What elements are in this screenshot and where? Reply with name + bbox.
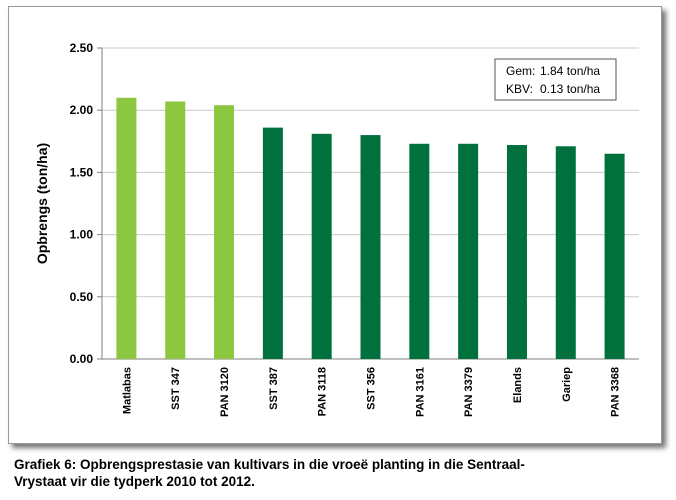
x-tick-label: SST 347: [170, 367, 182, 410]
x-tick-label: PAN 3379: [463, 367, 475, 417]
bar-elands: [506, 145, 527, 359]
x-tick-label: PAN 3368: [610, 367, 622, 417]
yield-bar-chart: 0.00 0.50 1.00 1.50 2.00 2.50 Matlabas SST 347…: [34, 41, 639, 417]
bar-matlabas: [116, 97, 137, 359]
x-tick-label: Gariep: [561, 367, 573, 402]
stats-cv-label: KBV:: [506, 82, 533, 96]
y-axis-label: Opbrengs (ton/ha): [34, 143, 50, 264]
chart-frame: 0.00 0.50 1.00 1.50 2.00 2.50 Matlabas SST 347…: [8, 6, 662, 444]
y-tick-label: 2.00: [70, 103, 94, 117]
y-tick-label: 0.50: [70, 290, 94, 304]
x-tick-label: SST 356: [366, 367, 378, 410]
bar-pan-3120: [214, 105, 235, 359]
y-tick-label: 1.00: [70, 228, 94, 242]
x-tick-label: PAN 3118: [317, 367, 329, 416]
bar-pan-3379: [458, 143, 479, 359]
stats-mean-label: Gem:: [506, 64, 535, 78]
x-tick-label: Elands: [512, 367, 524, 403]
caption-line-2: Vrystaat vir die tydperk 2010 tot 2012.: [14, 474, 255, 489]
x-tick-label: SST 387: [268, 367, 280, 410]
bar-pan-3368: [604, 153, 625, 359]
stats-mean-value: 1.84 ton/ha: [540, 64, 600, 78]
caption-line-1: Grafiek 6: Opbrengsprestasie van kultiva…: [14, 457, 525, 472]
y-tick-label: 2.50: [70, 41, 94, 55]
figure-caption: Grafiek 6: Opbrengsprestasie van kultiva…: [14, 456, 664, 490]
bar-sst-347: [165, 101, 186, 359]
bar-gariep: [555, 146, 576, 359]
y-tick-label: 1.50: [70, 165, 94, 179]
stats-cv-value: 0.13 ton/ha: [540, 82, 600, 96]
bar-sst-387: [262, 127, 283, 359]
bar-pan-3118: [311, 133, 332, 359]
stats-box: Gem: 1.84 ton/ha KBV: 0.13 ton/ha: [494, 58, 617, 101]
bar-sst-356: [360, 135, 381, 359]
x-tick-label: PAN 3120: [219, 367, 231, 417]
bar-pan-3161: [409, 143, 430, 359]
y-tick-label: 0.00: [70, 352, 94, 366]
x-tick-label: Matlabas: [121, 367, 133, 414]
x-tick-label: PAN 3161: [414, 367, 426, 417]
